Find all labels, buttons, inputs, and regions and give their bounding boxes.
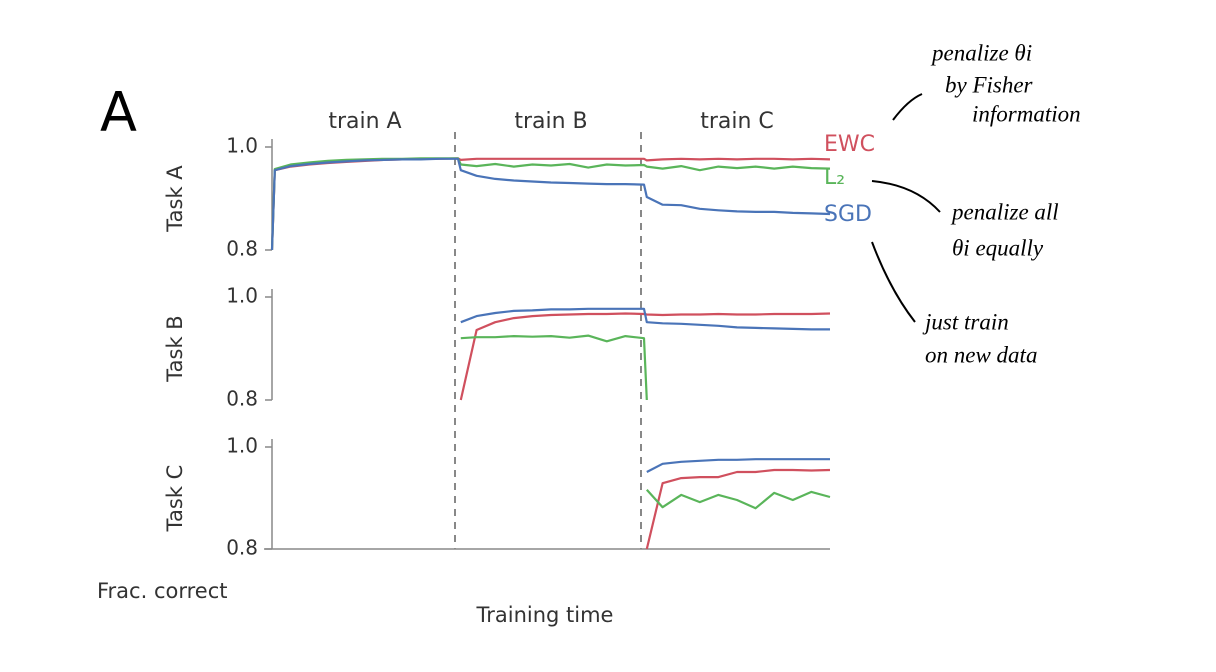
legend-label: EWC (824, 132, 875, 157)
y-tick-label: 0.8 (226, 237, 258, 261)
panel-label: A (100, 81, 137, 144)
connector (871, 180, 941, 213)
series-line (460, 307, 830, 331)
annotation-line: penalize θi (930, 40, 1032, 65)
annotation-line: on new data (925, 342, 1037, 367)
phase-label: train B (514, 109, 587, 134)
y-tick-label: 0.8 (226, 536, 258, 560)
y-tick-label: 1.0 (226, 434, 258, 458)
series-line (645, 468, 831, 550)
legend-label: SGD (824, 202, 872, 227)
series-line (645, 489, 831, 510)
series-line (270, 157, 831, 251)
y-caption: Frac. correct (97, 579, 227, 603)
series-line (460, 334, 648, 401)
annotation-line: θi equally (952, 235, 1044, 260)
series-line (270, 157, 831, 251)
y-tick-label: 1.0 (226, 284, 258, 308)
phase-label: train A (328, 109, 401, 134)
x-axis-label: Training time (476, 603, 614, 627)
connector (871, 241, 916, 323)
series-line (646, 458, 830, 473)
connector (892, 93, 923, 121)
y-axis-label: Task A (163, 165, 187, 233)
annotation-line: by Fisher (945, 72, 1034, 97)
y-axis-label: Task B (163, 315, 187, 382)
annotation-line: information (972, 101, 1081, 126)
y-tick-label: 1.0 (226, 134, 258, 158)
series-line (270, 157, 831, 251)
annotation-line: just train (922, 309, 1009, 334)
annotation-line: penalize all (950, 199, 1059, 224)
y-axis-label: Task C (163, 465, 187, 533)
phase-label: train C (700, 109, 774, 134)
annotation-connectors (871, 93, 941, 323)
y-tick-label: 0.8 (226, 387, 258, 411)
legend-label: L₂ (824, 165, 845, 190)
